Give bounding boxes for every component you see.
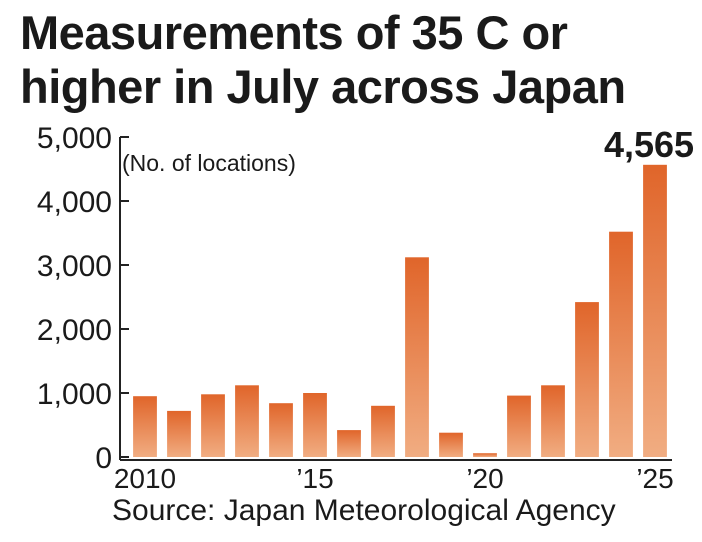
bar-2015 xyxy=(303,393,327,457)
bar-2020 xyxy=(473,453,497,457)
bar-2017 xyxy=(371,405,395,457)
bar-2014 xyxy=(269,403,293,457)
bar-2019 xyxy=(439,432,463,457)
bar-2018 xyxy=(405,257,429,457)
y-tick-label-5000: 5,000 xyxy=(37,122,112,155)
x-tick-label-2010: 2010 xyxy=(114,463,176,494)
bar-2010 xyxy=(133,396,157,457)
bars-group xyxy=(133,164,667,458)
bar-2023 xyxy=(575,302,599,457)
y-tick-label-2000: 2,000 xyxy=(37,314,112,347)
bar-2025 xyxy=(643,164,667,458)
chart-title-line-2: higher in July across Japan xyxy=(20,60,626,113)
bar-2016 xyxy=(337,430,361,457)
bar-2012 xyxy=(201,394,225,457)
bar-2024 xyxy=(609,231,633,457)
labels-group: 0 1,000 2,000 3,000 4,000 5,000 2010 ’15 ’20 ’25 (… xyxy=(37,122,694,494)
chart-title: Measurements of 35 C or higher in July a… xyxy=(20,6,690,114)
bar-2022 xyxy=(541,385,565,457)
data-label-2025: 4,565 xyxy=(604,124,694,165)
y-tick-label-1000: 1,000 xyxy=(37,378,112,411)
chart-title-line-1: Measurements of 35 C or xyxy=(20,6,568,59)
y-axis-label: (No. of locations) xyxy=(122,150,296,176)
y-tick-label-3000: 3,000 xyxy=(37,250,112,283)
source-note: Source: Japan Meteorological Agency xyxy=(112,494,616,527)
bar-2013 xyxy=(235,385,259,457)
y-tick-label-0: 0 xyxy=(95,442,112,475)
x-tick-label-2025: ’25 xyxy=(636,463,673,494)
y-tick-label-4000: 4,000 xyxy=(37,186,112,219)
bar-2011 xyxy=(167,410,191,457)
x-tick-label-2020: ’20 xyxy=(466,463,503,494)
axes-group xyxy=(119,136,672,461)
bar-2021 xyxy=(507,395,531,457)
x-tick-label-2015: ’15 xyxy=(296,463,333,494)
